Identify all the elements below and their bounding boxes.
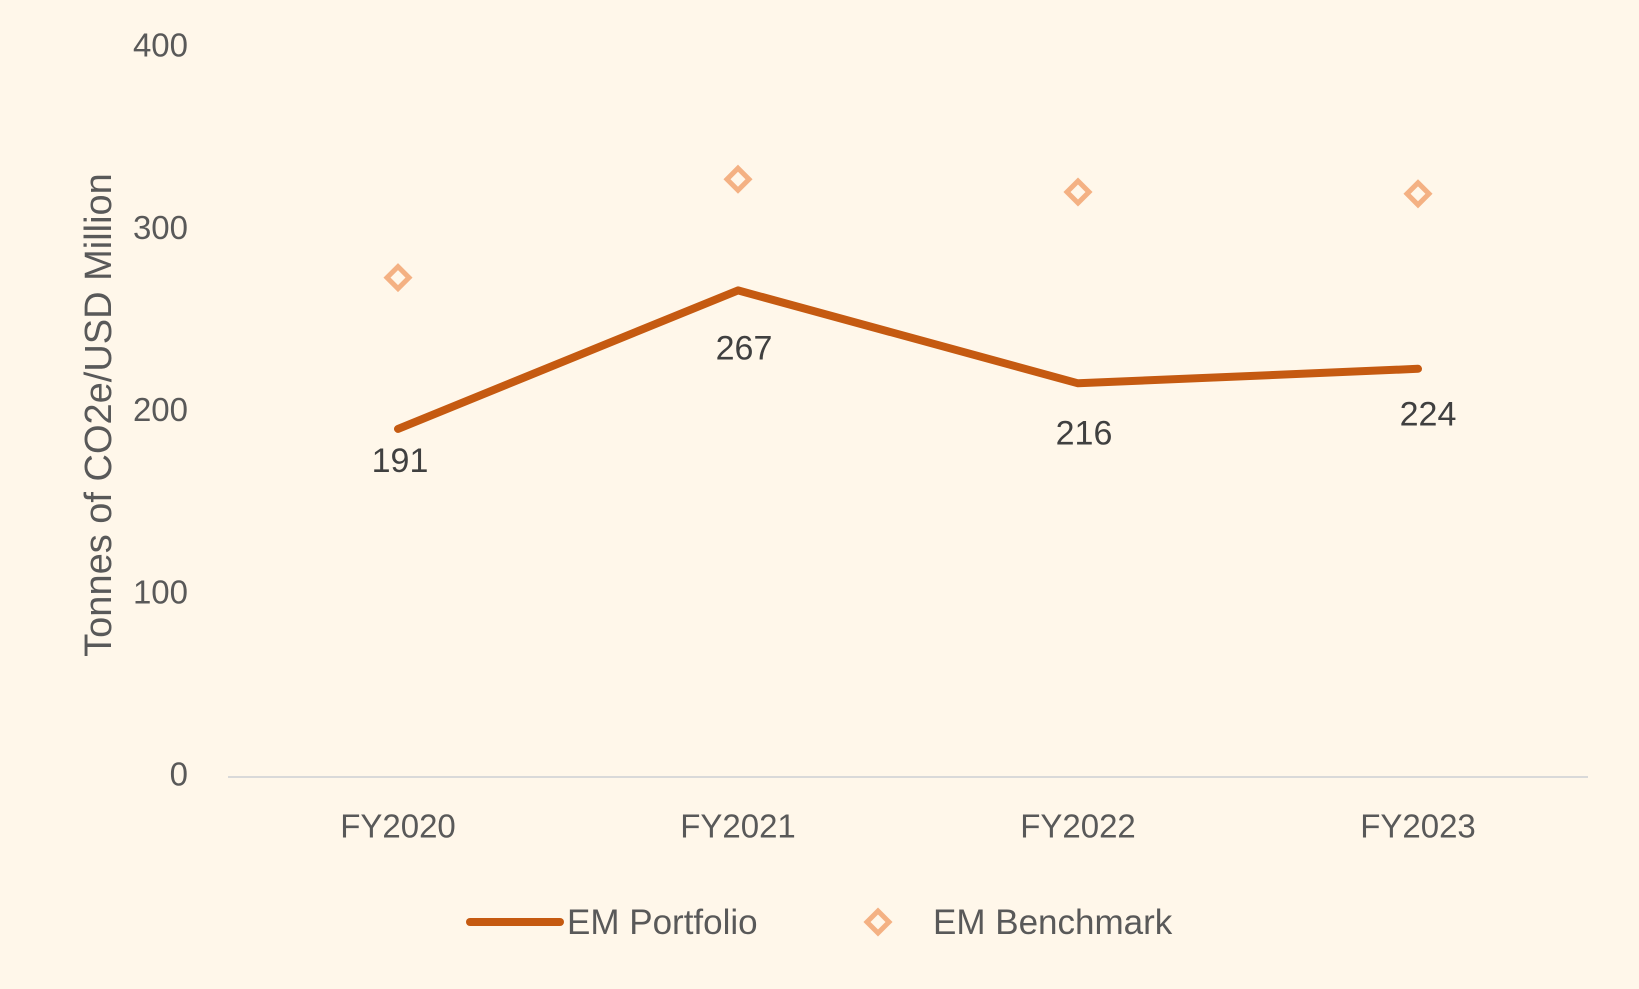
- x-tick-label-fy2023: FY2023: [1360, 808, 1476, 845]
- legend-marker-em-benchmark: [863, 907, 893, 937]
- y-tick-label-0: 0: [170, 756, 188, 793]
- data-label-fy2020: 191: [372, 442, 429, 480]
- series-line-em-portfolio: [394, 286, 1422, 433]
- data-labels-em-portfolio: 191 267 216 224: [372, 329, 1457, 480]
- legend-label-em-benchmark: EM Benchmark: [933, 903, 1173, 942]
- y-axis-title: Tonnes of CO2e/USD Million: [78, 173, 120, 657]
- data-label-fy2021: 267: [716, 329, 773, 367]
- benchmark-marker-fy2021: [723, 164, 753, 194]
- legend-label-em-portfolio: EM Portfolio: [567, 903, 758, 942]
- y-tick-label-400: 400: [133, 27, 188, 64]
- data-label-fy2022: 216: [1056, 414, 1113, 452]
- legend: EM Portfolio EM Benchmark: [466, 903, 1173, 942]
- y-tick-label-100: 100: [133, 573, 188, 610]
- data-label-fy2023: 224: [1400, 396, 1457, 434]
- x-tick-label-fy2021: FY2021: [680, 808, 796, 845]
- benchmark-marker-fy2022: [1063, 177, 1093, 207]
- series-markers-em-benchmark: [383, 164, 1433, 293]
- y-tick-label-200: 200: [133, 391, 188, 428]
- y-tick-label-300: 300: [133, 209, 188, 246]
- y-axis-ticks: 0 100 200 300 400: [133, 27, 188, 793]
- benchmark-marker-fy2020: [383, 263, 413, 293]
- x-tick-label-fy2022: FY2022: [1020, 808, 1136, 845]
- benchmark-marker-fy2023: [1403, 179, 1433, 209]
- x-axis-ticks: FY2020 FY2021 FY2022 FY2023: [340, 808, 1476, 845]
- x-tick-label-fy2020: FY2020: [340, 808, 456, 845]
